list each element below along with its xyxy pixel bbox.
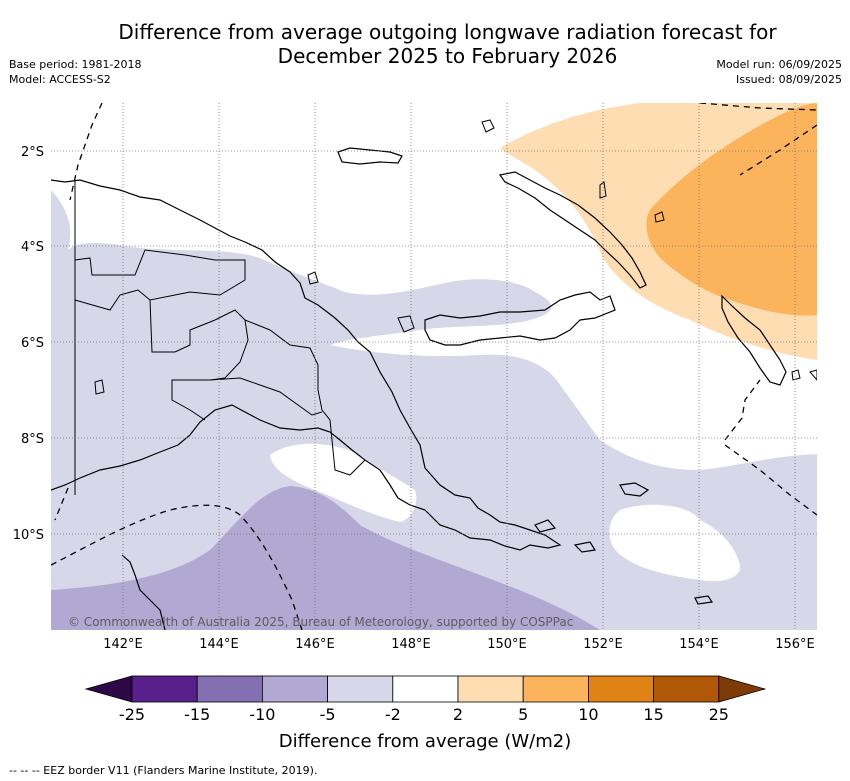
coastlines: [51, 119, 817, 630]
gridlines: [51, 103, 817, 630]
coastline-new-ireland: [498, 171, 647, 289]
anomaly-area-minus5-to-minus10: [51, 486, 600, 630]
lat-labels: 2°S 4°S 6°S 8°S 10°S: [13, 145, 44, 543]
anomaly-area-plus5-to-plus10: [646, 103, 817, 316]
colorbar-tick-label: -5: [320, 705, 336, 724]
lat-label: 8°S: [21, 432, 44, 447]
copyright-text: © Commonwealth of Australia 2025, Bureau…: [68, 615, 573, 629]
colorbar-bin: [392, 675, 459, 703]
map-area: [51, 103, 817, 630]
meta-left: Base period: 1981-2018 Model: ACCESS-S2: [9, 57, 141, 87]
meta-right: Model run: 06/09/2025 Issued: 08/09/2025: [716, 57, 842, 87]
issued-label: Issued: 08/09/2025: [735, 73, 842, 86]
coastline-manus: [337, 147, 403, 165]
colorbar-tick-label: -25: [119, 705, 145, 724]
colorbar-tick-label: -10: [249, 705, 275, 724]
colorbar-tick-label: -15: [184, 705, 210, 724]
colorbar-bin: [588, 675, 655, 703]
model-run-label: Model run: 06/09/2025: [716, 58, 842, 71]
colorbar-tick-label: -2: [385, 705, 401, 724]
lon-labels: 142°E 144°E 146°E 148°E 150°E 152°E 154°…: [103, 637, 815, 652]
small-islands: [94, 119, 817, 395]
coastline-new-guinea: [51, 179, 562, 551]
lon-label: 142°E: [103, 637, 143, 652]
colorbar-arrow-high: [718, 675, 767, 703]
colorbar-ticks: -25 -15 -10 -5 -2 2 5 10 15 25: [119, 705, 729, 724]
map-title-line1: Difference from average outgoing longwav…: [118, 20, 777, 44]
colorbar-bin: [457, 675, 524, 703]
lon-label: 146°E: [295, 637, 335, 652]
colorbar: [84, 675, 767, 703]
colorbar-bin: [327, 675, 394, 703]
eez-border-southwest: [54, 487, 69, 521]
eez-border-northeast-diag: [739, 124, 817, 176]
colorbar-bin: [653, 675, 720, 703]
eez-border-northeast: [699, 103, 817, 111]
coastline-cape-york: [121, 554, 166, 630]
coastline-louisiade: [534, 482, 714, 605]
lon-label: 148°E: [391, 637, 431, 652]
colorbar-arrow-low: [84, 675, 133, 703]
lat-label: 2°S: [21, 145, 44, 160]
colorbar-tick-label: 15: [643, 705, 663, 724]
lon-label: 156°E: [775, 637, 815, 652]
model-label: Model: ACCESS-S2: [9, 73, 111, 86]
lon-label: 152°E: [583, 637, 623, 652]
lon-label: 144°E: [199, 637, 239, 652]
lon-label: 150°E: [487, 637, 527, 652]
colorbar-bin: [131, 675, 198, 703]
colorbar-bin: [522, 675, 589, 703]
province-borders: [74, 180, 366, 495]
lat-label: 10°S: [13, 528, 44, 543]
eez-border-east: [724, 379, 761, 441]
coastline-bougainville: [721, 294, 787, 386]
eez-border-south: [51, 504, 303, 630]
base-period-label: Base period: 1981-2018: [9, 58, 142, 71]
colorbar-bin: [261, 675, 328, 703]
colorbar-label: Difference from average (W/m2): [279, 731, 571, 752]
eez-borders: [51, 103, 817, 630]
lat-label: 6°S: [21, 336, 44, 351]
map-title-line2: December 2025 to February 2026: [277, 44, 618, 68]
eez-legend: -- -- -- EEZ border V11 (Flanders Marine…: [9, 764, 318, 777]
anomaly-gap-east: [609, 504, 741, 582]
colorbar-tick-label: 5: [518, 705, 528, 724]
colorbar-tick-label: 25: [709, 705, 729, 724]
lat-label: 4°S: [21, 240, 44, 255]
coastline-new-britain: [424, 291, 616, 346]
lon-label: 154°E: [679, 637, 719, 652]
colorbar-tick-label: 2: [453, 705, 463, 724]
colorbar-tick-label: 10: [578, 705, 598, 724]
map-title: Difference from average outgoing longwav…: [90, 20, 805, 68]
anomaly-gap-south: [270, 443, 417, 522]
colorbar-bin: [196, 675, 263, 703]
eez-border-north: [69, 103, 103, 201]
